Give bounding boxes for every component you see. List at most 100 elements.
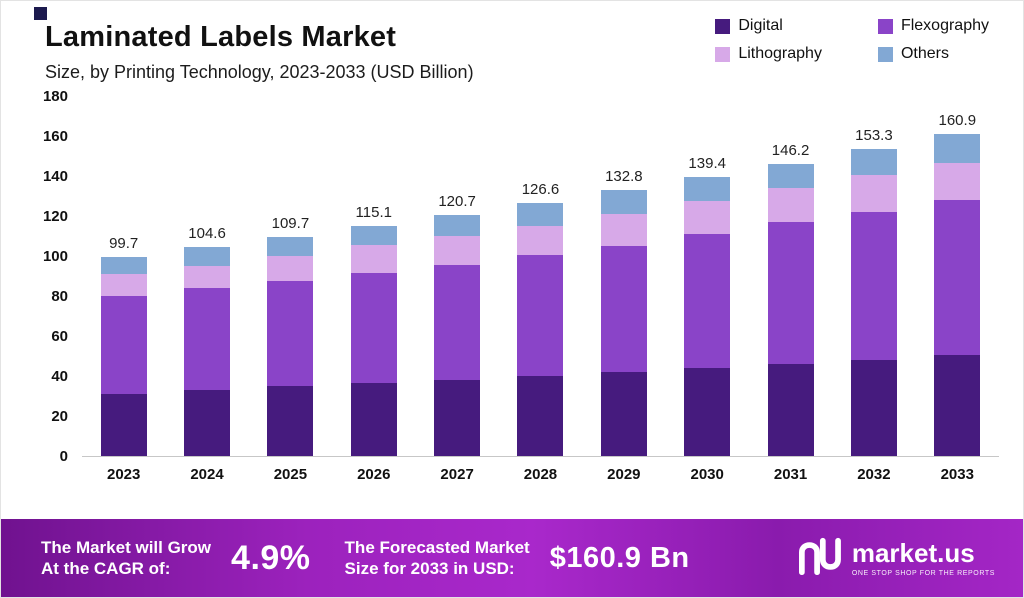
bar-segment-others [267,236,314,256]
bar-column: 109.7 [249,97,332,456]
bar-segment-digital [350,383,397,456]
bar-column: 126.6 [499,97,582,456]
bar-total-label: 115.1 [355,203,392,221]
legend-item-others: Others [877,45,989,63]
bar-segment-lithography [934,163,981,200]
bar-segment-lithography [267,256,314,281]
x-axis-label: 2028 [523,466,558,483]
y-tick-label: 120 [42,208,68,225]
bar-segment-flexography [850,212,897,360]
y-tick-label: 40 [51,368,68,385]
bar-segment-others [850,149,897,175]
bar-segment-flexography [267,281,314,386]
bar-segment-flexography [100,296,147,394]
bar-total-label: 99.7 [109,234,139,252]
bar-stack [350,225,397,456]
bar-total-label: 139.4 [688,155,726,173]
bar-segment-digital [517,376,564,456]
forecast-label-line1: The Forecasted Market [344,537,530,557]
bar-segment-digital [850,360,897,456]
y-axis: 0 20 40 60 80 100 120 140 160 180 [27,88,82,465]
logo-name: market.us [851,537,975,568]
bar-column: 99.7 [82,97,165,456]
bar-segment-others [600,190,647,214]
marketus-logo-icon [796,536,842,581]
bottom-banner: The Market will Grow At the CAGR of: 4.9… [1,519,1023,597]
bar-column: 132.8 [582,97,665,456]
bar-segment-others [517,202,564,226]
legend-label: Others [900,45,949,62]
cagr-label-line2: At the CAGR of: [41,559,171,578]
forecast-label: The Forecasted Market Size for 2033 in U… [345,537,530,580]
legend-swatch [715,46,731,62]
x-axis-label: 2032 [857,466,891,483]
bar-stack [934,134,981,456]
bar-column: 120.7 [415,97,498,456]
bar-segment-digital [934,355,981,456]
bar-total-label: 120.7 [438,192,476,210]
header: Laminated Labels Market Size, by Printin… [1,1,1023,83]
bar-segment-lithography [184,266,231,288]
page-subtitle: Size, by Printing Technology, 2023-2033 … [45,62,474,82]
chart: 0 20 40 60 80 100 120 140 160 180 99.7 104.6 109.7 1… [1,83,1023,483]
bar-segment-lithography [100,274,147,296]
bar-segment-digital [434,380,481,456]
bar-segment-flexography [184,288,231,390]
bar-segment-digital [684,368,731,456]
legend-label: Lithography [738,45,822,62]
bar-stack [600,190,647,456]
bar-segment-others [350,225,397,245]
bar-segment-lithography [600,214,647,246]
bar-total-label: 132.8 [605,168,643,186]
bar-segment-others [767,163,814,188]
bar-segment-lithography [350,245,397,273]
x-axis-label: 2031 [773,466,808,483]
bar-segment-flexography [517,255,564,376]
x-axis-label: 2026 [357,466,391,483]
forecast-label-line2: Size for 2033 in USD: [344,559,515,578]
bar-total-label: 109.7 [271,214,310,232]
bar-segment-lithography [850,175,897,212]
x-axis-label: 2025 [273,466,308,483]
x-axis-label: 2030 [690,466,724,483]
bar-stack [434,214,481,456]
bar-column: 115.1 [332,97,415,456]
bar-segment-flexography [350,273,397,383]
y-tick-label: 0 [59,448,68,465]
y-tick-label: 80 [51,288,68,305]
cagr-label-line1: The Market will Grow [41,537,212,557]
legend-item-flexography: Flexography [877,17,989,35]
bar-segment-digital [767,364,814,456]
page-title: Laminated Labels Market [45,21,397,53]
bar-segment-flexography [684,234,731,368]
cagr-label: The Market will Grow At the CAGR of: [41,537,211,580]
y-tick-label: 160 [42,128,68,145]
chart-row: 0 20 40 60 80 100 120 140 160 180 99.7 104.6 109.7 1… [27,88,999,465]
y-tick-label: 20 [51,408,68,425]
bar-segment-digital [100,394,147,456]
bar-segment-others [684,177,731,201]
legend-swatch [877,46,893,62]
legend: Digital Flexography Lithography Others [715,17,989,63]
x-axis-label: 2027 [440,466,474,483]
x-axis-label: 2029 [607,466,641,483]
bar-column: 160.9 [916,97,999,456]
legend-item-lithography: Lithography [715,45,822,63]
y-tick-label: 100 [42,248,68,265]
bar-column: 146.2 [749,97,832,456]
forecast-value: $160.9 Bn [549,541,690,574]
y-tick-label: 180 [42,88,68,105]
x-axis-label: 2023 [106,466,141,483]
bar-segment-flexography [767,222,814,364]
bar-segment-flexography [434,265,481,380]
y-tick-label: 60 [51,328,68,345]
x-axis-labels: 2023 2024 2025 2026 2027 2028 2029 2030 2031 2032… [82,466,999,483]
bar-stack [767,163,814,456]
marketus-logo: market.us ONE STOP SHOP FOR THE REPORTS [796,536,995,581]
bar-total-label: 104.6 [188,224,226,242]
bar-stack [184,246,231,456]
bar-segment-lithography [684,201,731,234]
bar-segment-digital [600,372,647,456]
bar-segment-lithography [434,236,481,265]
